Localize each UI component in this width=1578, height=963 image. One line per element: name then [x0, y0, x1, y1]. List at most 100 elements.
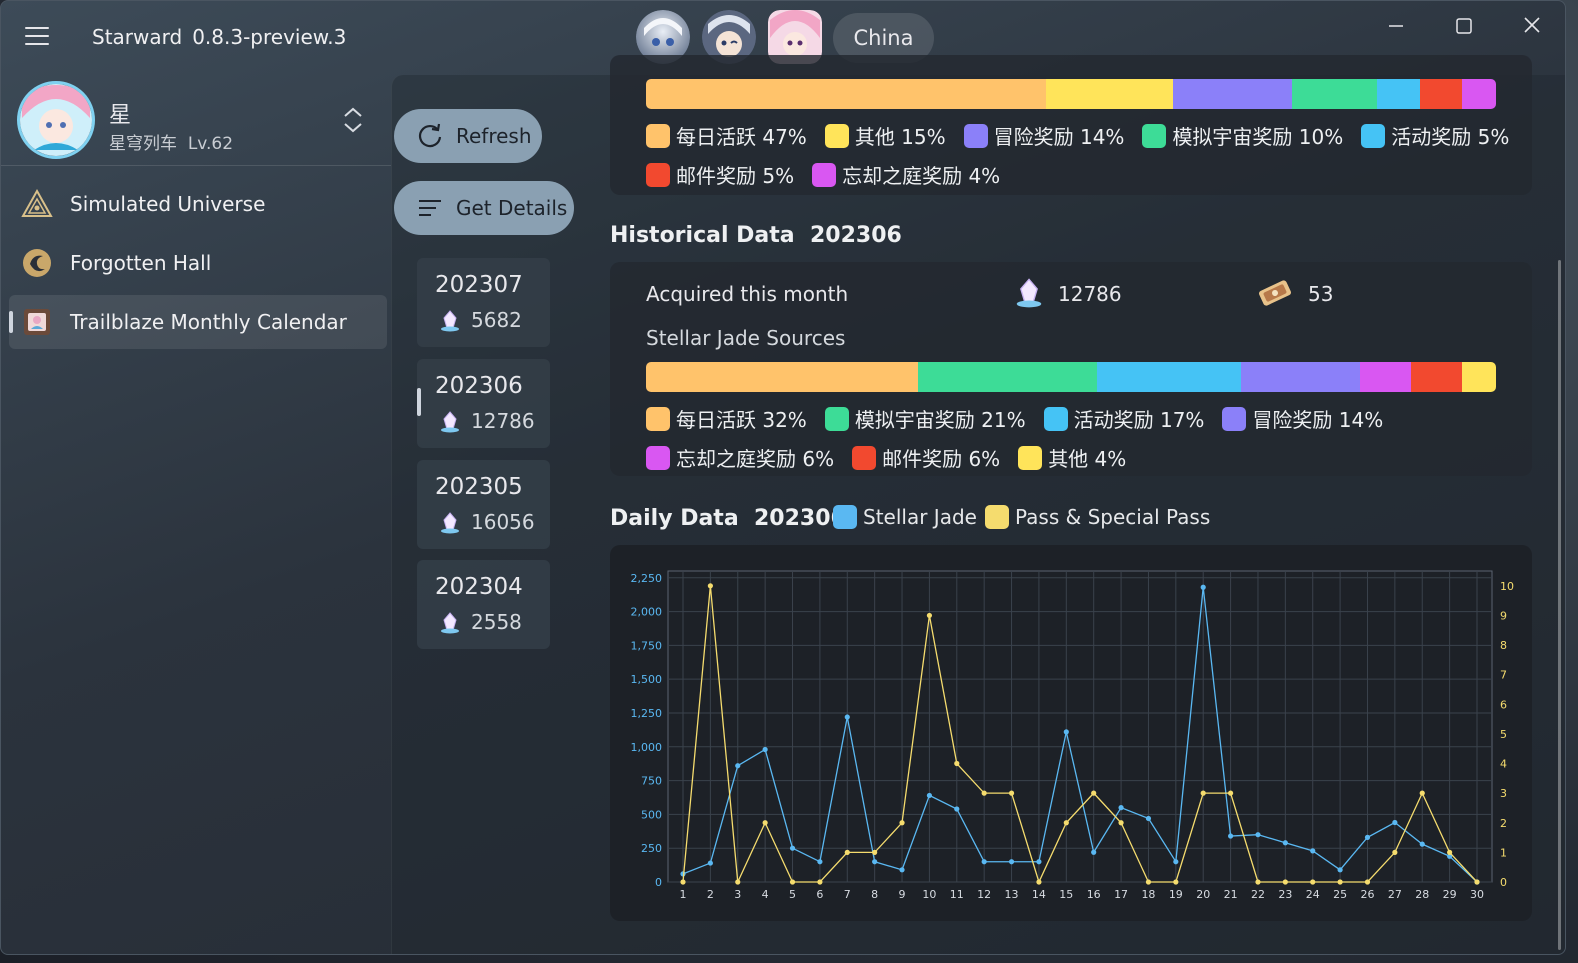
- daily-line-chart: 02505007501,0001,2501,5001,7502,0002,250…: [631, 570, 1514, 901]
- y-right-tick-label: 10: [1500, 580, 1514, 593]
- sidebar: 星 星穹列车 Lv.62 Simulated Universe Forgotte…: [1, 75, 391, 954]
- legend-swatch: [1018, 445, 1043, 470]
- data-point-pass: [1419, 790, 1425, 796]
- legend-swatch: [852, 445, 877, 470]
- historical-legend-item: 邮件奖励 6%: [852, 443, 1000, 472]
- y-left-tick-label: 0: [655, 876, 662, 889]
- x-tick-label: 19: [1169, 888, 1183, 901]
- data-point-pass: [1145, 879, 1152, 885]
- menu-icon[interactable]: [25, 27, 49, 47]
- historical-sources-bar: [646, 362, 1496, 392]
- stellar-jade-icon: [439, 512, 461, 534]
- y-left-tick-label: 750: [641, 775, 662, 788]
- daily-title-text: Daily Data: [610, 506, 739, 531]
- x-tick-label: 9: [899, 888, 906, 901]
- data-point-stellar-jade: [1310, 848, 1316, 854]
- data-point-stellar-jade: [735, 763, 741, 769]
- data-point-pass: [1173, 879, 1179, 885]
- y-left-tick-label: 2,000: [631, 606, 663, 619]
- scrollbar[interactable]: [1558, 260, 1561, 950]
- sidebar-item-forgotten-hall[interactable]: Forgotten Hall: [9, 236, 387, 290]
- region-selector[interactable]: China: [833, 13, 934, 63]
- data-point-pass: [1200, 790, 1206, 796]
- current-bar-segment: [1173, 79, 1292, 109]
- legend-label-jade: Stellar Jade: [863, 505, 977, 529]
- main-content: Refresh Get Details 202307 5682 202306 1…: [391, 55, 1565, 954]
- data-point-stellar-jade: [844, 714, 850, 720]
- data-point-stellar-jade: [1118, 805, 1124, 811]
- data-point-pass: [926, 612, 933, 619]
- historical-bar-segment: [1462, 362, 1496, 392]
- data-point-pass: [762, 820, 768, 826]
- current-bar-segment: [1377, 79, 1420, 109]
- app-version: 0.8.3-preview.3: [192, 25, 347, 49]
- refresh-button[interactable]: Refresh: [394, 109, 542, 163]
- month-card-202307[interactable]: 202307 5682: [417, 258, 550, 347]
- current-legend-item: 活动奖励 5%: [1361, 121, 1509, 150]
- series-line-pass: [682, 585, 1478, 885]
- data-point-pass: [1063, 820, 1069, 826]
- data-point-pass: [707, 583, 713, 589]
- y-right-tick-label: 1: [1500, 846, 1507, 859]
- game-avatar-starrail[interactable]: [768, 10, 822, 64]
- current-legend-item: 忘却之庭奖励 4%: [812, 160, 1000, 189]
- data-point-pass: [1008, 790, 1015, 796]
- legend-label: 活动奖励 17%: [1073, 408, 1205, 432]
- x-tick-label: 4: [762, 888, 769, 901]
- x-tick-label: 29: [1443, 888, 1457, 901]
- month-card-202306[interactable]: 202306 12786: [417, 359, 550, 448]
- chevron-up-down-icon[interactable]: [341, 105, 365, 135]
- app-title: Starward 0.8.3-preview.3: [92, 25, 346, 49]
- y-right-tick-label: 7: [1500, 669, 1507, 682]
- data-point-stellar-jade: [899, 867, 905, 873]
- maximize-icon[interactable]: [1449, 13, 1479, 39]
- minimize-icon[interactable]: [1381, 13, 1411, 39]
- x-tick-label: 20: [1196, 888, 1210, 901]
- data-point-stellar-jade: [707, 860, 713, 866]
- current-bar-segment: [1045, 79, 1173, 109]
- data-point-pass: [1310, 879, 1316, 885]
- close-icon[interactable]: [1517, 13, 1547, 39]
- x-tick-label: 28: [1415, 888, 1429, 901]
- data-point-stellar-jade: [1063, 729, 1069, 735]
- selection-indicator: [417, 388, 421, 416]
- month-card-202304[interactable]: 202304 2558: [417, 560, 550, 649]
- y-left-tick-label: 1,250: [631, 707, 663, 720]
- data-point-stellar-jade: [1447, 853, 1453, 859]
- sidebar-item-label: Forgotten Hall: [70, 251, 212, 275]
- account-name: 星: [109, 103, 132, 128]
- sidebar-item-simulated-universe[interactable]: Simulated Universe: [9, 177, 387, 231]
- historical-legend-item: 其他 4%: [1018, 443, 1126, 472]
- stellar-jade-icon: [1014, 278, 1044, 312]
- x-tick-label: 27: [1388, 888, 1402, 901]
- x-tick-label: 21: [1224, 888, 1238, 901]
- data-point-pass: [680, 879, 686, 885]
- sidebar-item-label: Simulated Universe: [70, 192, 266, 216]
- current-bar-segment: [1419, 79, 1462, 109]
- sidebar-item-trailblaze-calendar[interactable]: Trailblaze Monthly Calendar: [9, 295, 387, 349]
- account-switcher[interactable]: 星 星穹列车 Lv.62: [17, 81, 389, 161]
- game-avatar-genshin[interactable]: [636, 10, 690, 64]
- month-card-202305[interactable]: 202305 16056: [417, 460, 550, 549]
- legend-swatch: [963, 123, 988, 148]
- historical-legend-item: 冒险奖励 14%: [1222, 404, 1383, 433]
- data-point-stellar-jade: [926, 792, 933, 799]
- current-legend-item: 其他 15%: [824, 121, 946, 150]
- legend-swatch: [646, 445, 670, 470]
- legend-swatch: [646, 123, 670, 148]
- legend-label: 其他 15%: [854, 125, 946, 149]
- selection-indicator: [9, 311, 13, 333]
- historical-sources-legend: 每日活跃 32% 模拟宇宙奖励 21% 活动奖励 17% 冒险奖励 14% 忘却之庭奖励…: [646, 404, 1516, 472]
- x-tick-label: 6: [816, 888, 823, 901]
- data-point-pass: [789, 879, 796, 885]
- y-right-tick-label: 0: [1500, 876, 1507, 889]
- game-avatar-honkai3[interactable]: [702, 10, 756, 64]
- y-right-tick-label: 2: [1500, 817, 1507, 830]
- legend-swatch: [1142, 123, 1167, 148]
- x-tick-label: 17: [1114, 888, 1128, 901]
- data-point-stellar-jade: [1008, 859, 1015, 865]
- data-point-pass: [954, 760, 960, 767]
- historical-title-text: Historical Data: [610, 223, 795, 248]
- get-details-button[interactable]: Get Details: [394, 181, 574, 235]
- legend-label: 邮件奖励 6%: [882, 447, 1001, 471]
